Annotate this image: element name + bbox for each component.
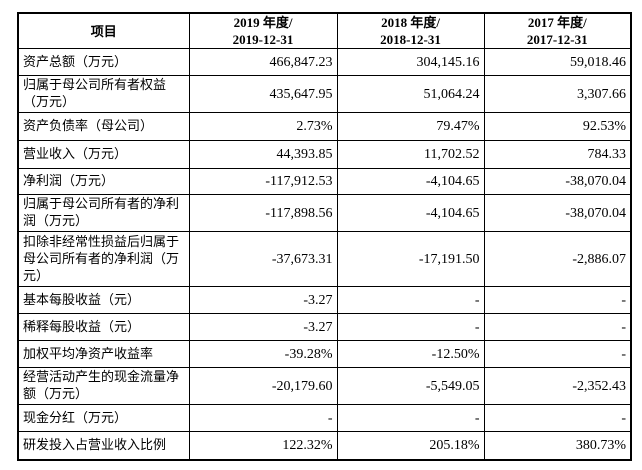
row-label: 资产负债率（母公司）: [17, 112, 190, 141]
cell-value: 304,145.16: [336, 48, 485, 76]
header-line1: 2019 年度/: [233, 15, 293, 30]
cell-value: 380.73%: [483, 431, 632, 460]
table-row: 归属于母公司所有者权益（万元） 435,647.95 51,064.24 3,307.…: [17, 75, 632, 113]
cell-value: -12.50%: [336, 340, 485, 368]
cell-value: 79.47%: [336, 112, 485, 141]
table-row: 归属于母公司所有者的净利润（万元） -117,898.56 -4,104.65 -38…: [17, 194, 632, 232]
header-year-3: 2017 年度/2017-12-31: [483, 12, 632, 49]
cell-value: 122.32%: [188, 431, 338, 460]
row-label: 基本每股收益（元）: [17, 286, 190, 314]
table-row: 资产总额（万元） 466,847.23 304,145.16 59,018.46: [17, 48, 632, 76]
header-line2: 2017-12-31: [526, 32, 588, 47]
financial-summary-table: 项目 2019 年度/2019-12-31 2018 年度/2018-12-31 20…: [17, 12, 632, 461]
row-label: 净利润（万元）: [17, 168, 190, 195]
cell-value: -: [483, 404, 632, 432]
row-label: 现金分红（万元）: [17, 404, 190, 432]
cell-value: -: [336, 404, 485, 432]
cell-value: -: [483, 286, 632, 314]
row-label: 归属于母公司所有者的净利润（万元）: [17, 194, 190, 232]
header-item: 项目: [17, 12, 190, 49]
table-row: 现金分红（万元） - - -: [17, 404, 632, 432]
row-label: 资产总额（万元）: [17, 48, 190, 76]
cell-value: -: [188, 404, 338, 432]
row-label: 归属于母公司所有者权益（万元）: [17, 75, 190, 113]
cell-value: 59,018.46: [483, 48, 632, 76]
cell-value: -117,898.56: [188, 194, 338, 232]
cell-value: 435,647.95: [188, 75, 338, 113]
cell-value: -2,886.07: [483, 231, 632, 287]
table-row: 经营活动产生的现金流量净额（万元） -20,179.60 -5,549.05 -2,3…: [17, 367, 632, 405]
header-line1: 2017 年度/: [527, 15, 587, 30]
header-line1: 2018 年度/: [381, 15, 440, 30]
header-line2: 2018-12-31: [380, 32, 441, 47]
cell-value: -: [483, 340, 632, 368]
cell-value: -3.27: [188, 313, 338, 341]
row-label: 扣除非经常性损益后归属于母公司所有者的净利润（万元）: [17, 231, 190, 287]
cell-value: -5,549.05: [336, 367, 485, 405]
cell-value: -: [336, 313, 485, 341]
cell-value: 44,393.85: [188, 140, 338, 169]
cell-value: -117,912.53: [188, 168, 338, 195]
row-label: 经营活动产生的现金流量净额（万元）: [17, 367, 190, 405]
row-label: 营业收入（万元）: [17, 140, 190, 169]
cell-value: -3.27: [188, 286, 338, 314]
cell-value: -17,191.50: [336, 231, 485, 287]
cell-value: -38,070.04: [483, 194, 632, 232]
cell-value: -37,673.31: [188, 231, 338, 287]
table-row: 营业收入（万元） 44,393.85 11,702.52 784.33: [17, 140, 632, 169]
header-year-2: 2018 年度/2018-12-31: [336, 12, 485, 49]
table-row: 基本每股收益（元） -3.27- -: [17, 286, 632, 314]
cell-value: -4,104.65: [336, 168, 485, 195]
row-label: 研发投入占营业收入比例: [17, 431, 190, 460]
row-label: 加权平均净资产收益率: [17, 340, 190, 368]
cell-value: -38,070.04: [483, 168, 632, 195]
table-row: 研发投入占营业收入比例 122.32% 205.18% 380.73%: [17, 431, 632, 460]
cell-value: -39.28%: [188, 340, 338, 368]
cell-value: 3,307.66: [483, 75, 632, 113]
cell-value: -: [483, 313, 632, 341]
table-row: 加权平均净资产收益率 -39.28% -12.50% -: [17, 340, 632, 368]
cell-value: 2.73%: [188, 112, 338, 141]
header-line2: 2019-12-31: [232, 32, 294, 47]
cell-value: 466,847.23: [188, 48, 338, 76]
cell-value: 92.53%: [483, 112, 632, 141]
cell-value: -: [336, 286, 485, 314]
cell-value: -20,179.60: [188, 367, 338, 405]
cell-value: -4,104.65: [336, 194, 485, 232]
table-row: 资产负债率（母公司） 2.73% 79.47% 92.53%: [17, 112, 632, 141]
row-label: 稀释每股收益（元）: [17, 313, 190, 341]
cell-value: 205.18%: [336, 431, 485, 460]
table-header-row: 项目 2019 年度/2019-12-31 2018 年度/2018-12-31 20…: [17, 12, 632, 49]
header-year-1: 2019 年度/2019-12-31: [188, 12, 338, 49]
cell-value: -2,352.43: [483, 367, 632, 405]
cell-value: 51,064.24: [336, 75, 485, 113]
table-row: 稀释每股收益（元） -3.27- -: [17, 313, 632, 341]
header-line1: 项目: [90, 23, 117, 39]
cell-value: 11,702.52: [336, 140, 485, 169]
table-row: 净利润（万元） -117,912.53 -4,104.65 -38,070.04: [17, 168, 632, 195]
cell-value: 784.33: [483, 140, 632, 169]
table-row: 扣除非经常性损益后归属于母公司所有者的净利润（万元） -37,673.31 -17,…: [17, 231, 632, 287]
